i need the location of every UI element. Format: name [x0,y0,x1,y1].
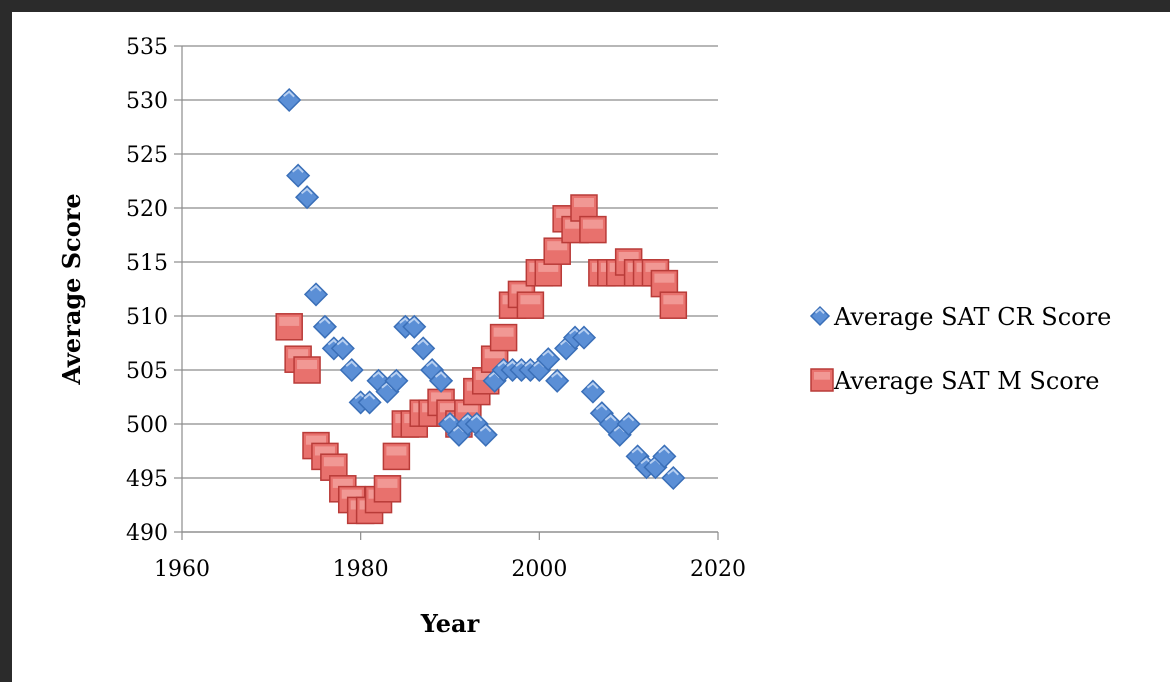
legend-item-cr: Average SAT CR Score [809,303,1111,331]
cr-point-1972 [277,87,302,113]
m-point-1972 [275,313,303,341]
cr-point-1976 [312,314,337,339]
y-tick-label-530: 530 [126,89,168,114]
cr-point-1978 [330,336,355,361]
y-tick-label-505: 505 [126,359,168,384]
y-axis-title: Average Score [57,193,86,385]
cr-point-2005 [571,325,597,350]
cr-point-1974 [295,185,320,210]
cr-point-1979 [339,357,364,383]
y-tick-label-535: 535 [126,35,168,60]
legend-marker-cr [809,305,831,327]
legend-label-cr: Average SAT CR Score [833,303,1111,331]
x-tick-label-1960: 1960 [154,557,210,582]
data-points [275,87,688,525]
y-tick-label-515: 515 [126,251,168,276]
m-point-1983 [373,475,402,503]
cr-point-2010 [616,411,641,437]
cr-point-2014 [652,444,677,469]
cr-point-2002 [545,368,570,393]
y-tick-label-525: 525 [126,143,168,168]
cr-point-1989 [429,368,454,393]
cr-point-2001 [536,347,561,372]
sat-scores-scatter-chart: 490 495 500 505 510 515 520 525 530 535 1960 1980 20… [57,35,1111,638]
grid-lines [182,45,718,533]
cr-point-1986 [402,314,427,339]
cr-point-2015 [661,465,686,491]
cr-point-1994 [473,422,498,447]
y-tick-label-495: 495 [126,467,168,492]
legend-marker-m [810,368,834,392]
m-point-1996 [489,323,518,352]
x-tick-label-1980: 1980 [333,557,389,582]
y-tick-label-520: 520 [126,197,168,222]
m-point-1999 [516,291,545,319]
cr-point-2006 [580,379,605,404]
cr-point-1975 [303,282,329,307]
cr-point-1987 [411,336,436,361]
cr-point-1981 [357,390,382,415]
y-tick-label-490: 490 [126,521,168,546]
m-point-2015 [659,291,688,319]
y-tick-label-510: 510 [126,305,168,330]
legend-label-m: Average SAT M Score [833,367,1099,395]
cr-point-1973 [286,163,311,188]
legend-item-m: Average SAT M Score [810,367,1099,395]
m-point-2006 [579,215,607,244]
m-point-1974 [293,356,321,384]
x-tick-label-2000: 2000 [511,557,567,582]
axes [174,45,719,540]
chart-frame: 490 495 500 505 510 515 520 525 530 535 1960 1980 20… [12,12,1170,682]
m-point-1984 [382,442,411,471]
y-tick-label-500: 500 [126,413,168,438]
tick-labels: 490 495 500 505 510 515 520 525 530 535 1960 1980 20… [126,35,746,582]
x-axis-title: Year [420,609,480,638]
cr-point-1984 [384,368,409,393]
legend: Average SAT CR Score Average SAT M Score [809,303,1111,395]
x-tick-label-2020: 2020 [690,557,746,582]
